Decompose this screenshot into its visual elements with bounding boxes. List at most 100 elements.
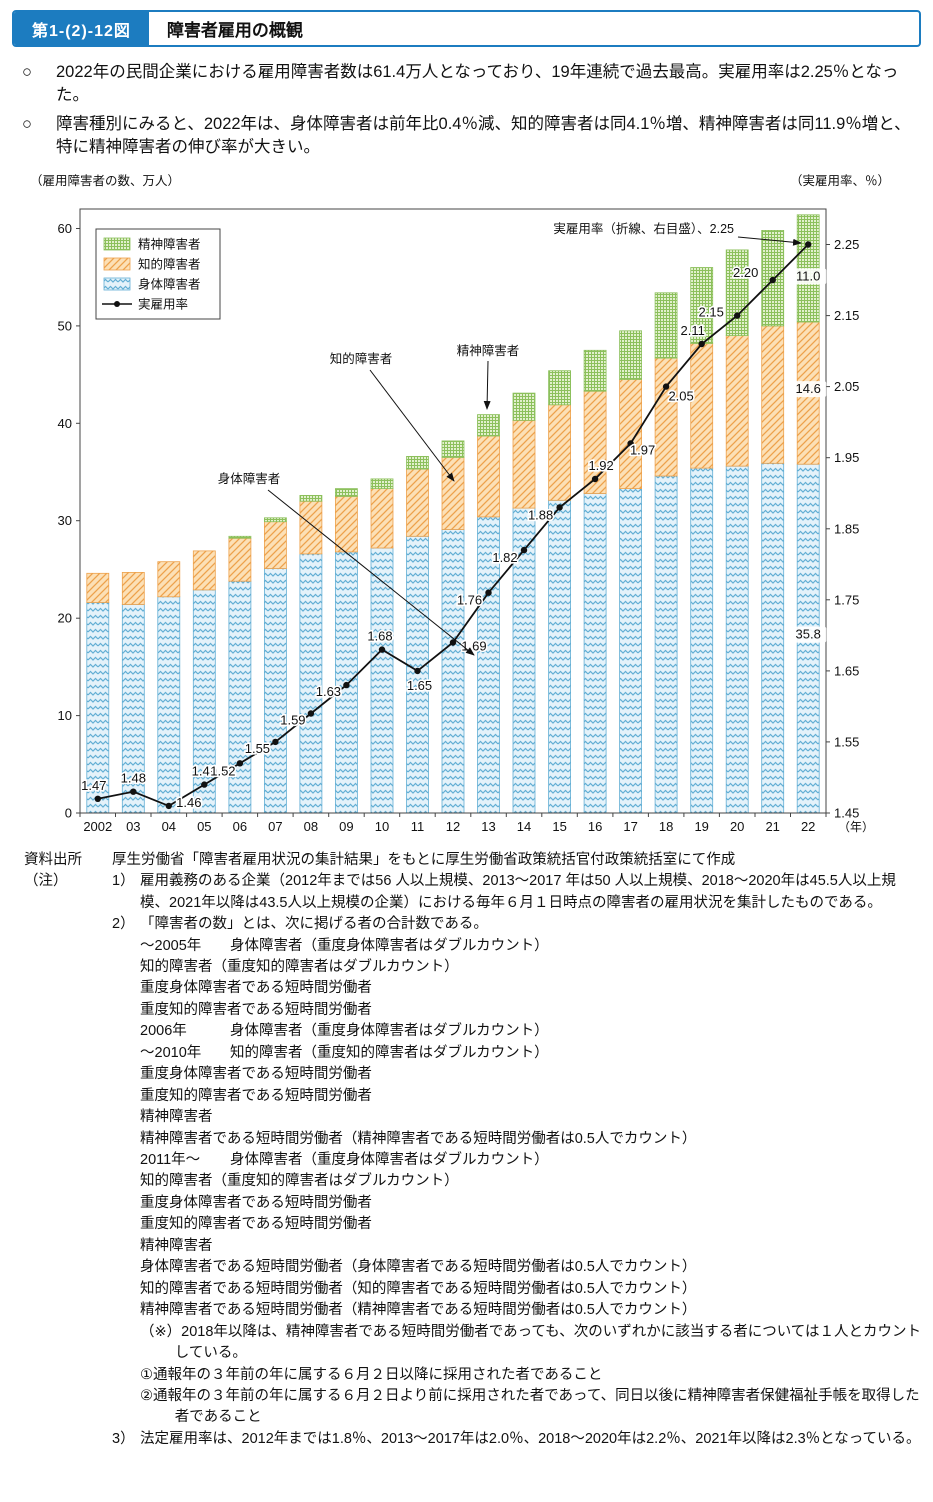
svg-text:（実雇用率、％）: （実雇用率、％）	[790, 173, 890, 188]
note-item: 1） 雇用義務のある企業（2012年までは56 人以上規模、2013～2017 年…	[112, 871, 921, 914]
notes-body: 1） 雇用義務のある企業（2012年までは56 人以上規模、2013～2017 年…	[112, 871, 921, 1450]
note-item: 2） 「障害者の数」とは、次に掲げる者の合計数である。 ～2005年 身体障害者（重度…	[112, 914, 921, 1429]
bar-segment	[725, 465, 749, 814]
svg-text:19: 19	[694, 819, 708, 834]
bar-segment	[761, 462, 785, 814]
svg-text:20: 20	[730, 819, 744, 834]
bar-segment	[796, 214, 820, 323]
svg-text:1.75: 1.75	[834, 592, 859, 607]
bar-segment	[690, 342, 714, 469]
svg-text:50: 50	[58, 318, 72, 333]
bar-segment	[263, 567, 287, 814]
note-text: 法定雇用率は、2012年までは1.8％、2013～2017年は2.0％、2018…	[140, 1430, 921, 1447]
bar-segment	[192, 550, 216, 590]
bar-segment	[548, 369, 571, 405]
figure-number: 第1-(2)-12図	[14, 12, 149, 45]
rate-point	[94, 795, 102, 802]
note-subline: 2006年 身体障害者（重度身体障害者はダブルカウント）	[140, 1021, 921, 1042]
bar-segment	[512, 392, 536, 421]
bar-segment	[477, 435, 500, 517]
notes-row: （注） 1） 雇用義務のある企業（2012年までは56 人以上規模、2013～20…	[12, 871, 921, 1450]
bar-segment	[548, 499, 571, 814]
rate-point	[662, 383, 670, 390]
note-subline: 精神障害者	[140, 1109, 213, 1126]
note-text: 雇用義務のある企業（2012年までは56 人以上規模、2013～2017 年は5…	[140, 873, 896, 911]
svg-text:30: 30	[58, 513, 72, 528]
bullet-item: ○ 障害種別にみると、2022年は、身体障害者は前年比0.4％減、知的障害者は同4…	[20, 113, 917, 160]
bar-segment	[441, 440, 465, 458]
svg-text:1.65: 1.65	[834, 663, 859, 678]
svg-text:0: 0	[65, 805, 72, 820]
employment-chart: （雇用障害者の数、万人） （実雇用率、％） 0 10 20 30 40 50 60 1.45 1.5…	[18, 165, 921, 848]
svg-text:1.92: 1.92	[588, 458, 613, 473]
svg-text:2.15: 2.15	[834, 308, 859, 323]
rate-point	[627, 439, 634, 447]
bar-segment	[263, 517, 287, 522]
svg-text:06: 06	[233, 819, 247, 834]
svg-text:12: 12	[446, 819, 460, 834]
bar-segment	[157, 595, 181, 814]
note-subline: 知的障害者である短時間労働者（知的障害者である短時間労働者は0.5人でカウント）	[140, 1280, 697, 1297]
svg-text:知的障害者: 知的障害者	[330, 351, 393, 366]
note-subline: 重度身体障害者である短時間労働者	[140, 1066, 372, 1083]
note-subline: 重度知的障害者である短時間労働者	[140, 1216, 372, 1233]
bar-segment	[86, 572, 110, 603]
note-year-label: 2011年～	[140, 1152, 201, 1169]
note-number: 3）	[112, 1430, 135, 1447]
svg-text:2.05: 2.05	[834, 379, 859, 394]
bar-segment	[406, 468, 429, 537]
bar-segment	[441, 528, 465, 814]
note-number: 2）	[112, 916, 135, 933]
bar-segment	[548, 404, 571, 501]
bar-segment	[619, 487, 642, 814]
svg-text:17: 17	[623, 819, 637, 834]
svg-text:10: 10	[58, 708, 72, 723]
note-number: 1）	[112, 873, 135, 890]
svg-text:精神障害者: 精神障害者	[457, 343, 520, 358]
svg-text:1.76: 1.76	[457, 592, 482, 607]
note-subline: 重度知的障害者である短時間労働者	[140, 1001, 372, 1018]
bar-segment	[654, 292, 678, 359]
svg-text:04: 04	[162, 819, 176, 834]
svg-text:1.48: 1.48	[121, 770, 146, 785]
rate-point	[165, 802, 172, 809]
legend-line-marker-icon	[114, 300, 120, 307]
rate-point	[485, 589, 492, 596]
svg-text:18: 18	[659, 819, 673, 834]
note-subline: 精神障害者である短時間労働者（精神障害者である短時間労働者は0.5人でカウント）	[140, 1302, 697, 1319]
bar-segment	[619, 330, 642, 380]
svg-text:1.55: 1.55	[834, 734, 859, 749]
svg-text:40: 40	[58, 415, 72, 430]
bar-segment	[228, 535, 252, 539]
bar-segment	[477, 413, 500, 437]
notes-section: 資料出所 厚生労働省「障害者雇用状況の集計結果」をもとに厚生労働省政策統括官付政…	[12, 850, 921, 1451]
bar-segment	[654, 357, 678, 477]
bar-segment	[690, 467, 714, 814]
rate-point	[236, 759, 244, 767]
rate-point	[591, 475, 599, 482]
svg-text:2.25: 2.25	[834, 237, 859, 252]
svg-text:2002: 2002	[83, 819, 112, 834]
note-subline: 知的障害者（重度知的障害者はダブルカウント）	[140, 958, 459, 975]
note-year-label: ～2005年	[140, 937, 202, 954]
employment-chart-svg: （雇用障害者の数、万人） （実雇用率、％） 0 10 20 30 40 50 60 1.45 1.5…	[30, 173, 890, 834]
svg-text:実雇用率（折線、右目盛）、2.25: 実雇用率（折線、右目盛）、2.25	[553, 221, 734, 236]
axis-titles: （雇用障害者の数、万人） （実雇用率、％）	[30, 173, 890, 188]
bar-segment	[370, 478, 394, 489]
svg-text:14.6: 14.6	[796, 381, 821, 396]
svg-text:22: 22	[801, 819, 815, 834]
note-subline: 重度身体障害者である短時間労働者	[140, 980, 372, 997]
note-subline: 知的障害者（重度知的障害者はダブルカウント）	[140, 1173, 459, 1190]
svg-text:2.15: 2.15	[699, 304, 724, 319]
rate-point	[805, 240, 812, 248]
bar-segment	[761, 325, 785, 464]
svg-text:（年）: （年）	[838, 820, 874, 834]
bullet-text: 2022年の民間企業における雇用障害者数は61.4万人となっており、19年連続で…	[56, 63, 899, 105]
note-subline: 重度知的障害者である短時間労働者	[140, 1087, 372, 1104]
bullet-item: ○ 2022年の民間企業における雇用障害者数は61.4万人となっており、19年連続…	[20, 61, 917, 108]
rate-point	[378, 646, 386, 653]
svg-text:2.20: 2.20	[733, 265, 758, 280]
